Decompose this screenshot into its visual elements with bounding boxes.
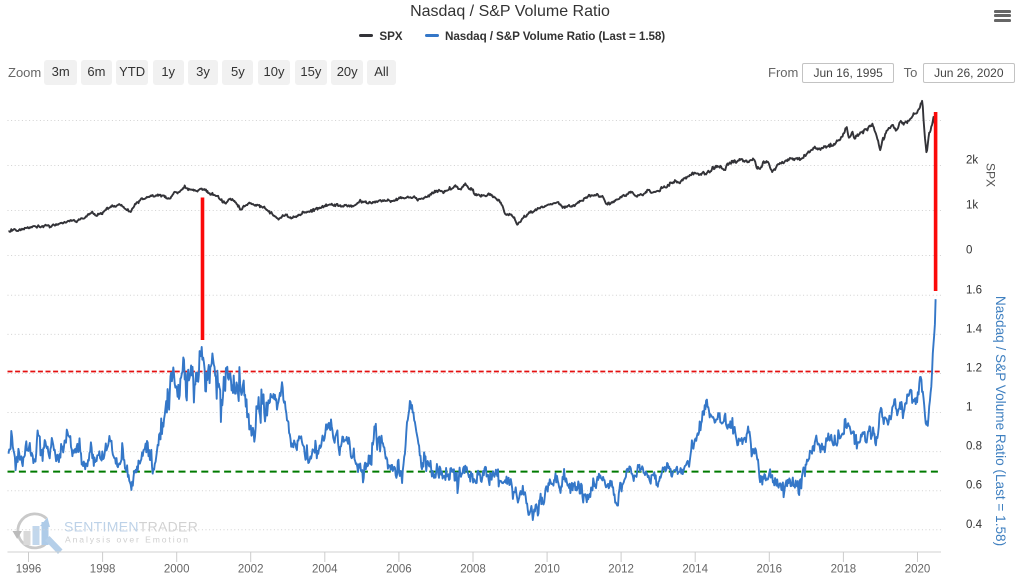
svg-text:2014: 2014 bbox=[682, 564, 708, 576]
svg-text:1.4: 1.4 bbox=[966, 323, 983, 335]
svg-text:2010: 2010 bbox=[534, 564, 560, 576]
svg-text:0: 0 bbox=[966, 245, 972, 257]
svg-text:2018: 2018 bbox=[831, 564, 857, 576]
svg-text:0.6: 0.6 bbox=[966, 480, 982, 492]
svg-text:1: 1 bbox=[966, 402, 972, 414]
svg-text:1998: 1998 bbox=[90, 564, 116, 576]
svg-text:2k: 2k bbox=[966, 155, 978, 167]
svg-text:1.2: 1.2 bbox=[966, 363, 982, 375]
svg-text:SPX: SPX bbox=[984, 163, 998, 187]
svg-text:1k: 1k bbox=[966, 200, 978, 212]
svg-text:2020: 2020 bbox=[905, 564, 931, 576]
svg-text:0.8: 0.8 bbox=[966, 441, 982, 453]
svg-text:Analysis over Emotion: Analysis over Emotion bbox=[65, 535, 190, 545]
svg-text:2002: 2002 bbox=[238, 564, 264, 576]
svg-text:1.6: 1.6 bbox=[966, 284, 982, 296]
svg-text:1996: 1996 bbox=[16, 564, 42, 576]
svg-text:2006: 2006 bbox=[386, 564, 412, 576]
svg-text:Nasdaq / S&P Volume Ratio (Las: Nasdaq / S&P Volume Ratio (Last = 1.58) bbox=[993, 296, 1008, 546]
svg-text:2000: 2000 bbox=[164, 564, 190, 576]
svg-text:2008: 2008 bbox=[460, 564, 486, 576]
svg-text:2004: 2004 bbox=[312, 564, 338, 576]
svg-text:2012: 2012 bbox=[608, 564, 634, 576]
svg-text:2016: 2016 bbox=[757, 564, 783, 576]
svg-text:SENTIMENTRADER: SENTIMENTRADER bbox=[64, 519, 198, 535]
svg-text:0.4: 0.4 bbox=[966, 519, 983, 531]
